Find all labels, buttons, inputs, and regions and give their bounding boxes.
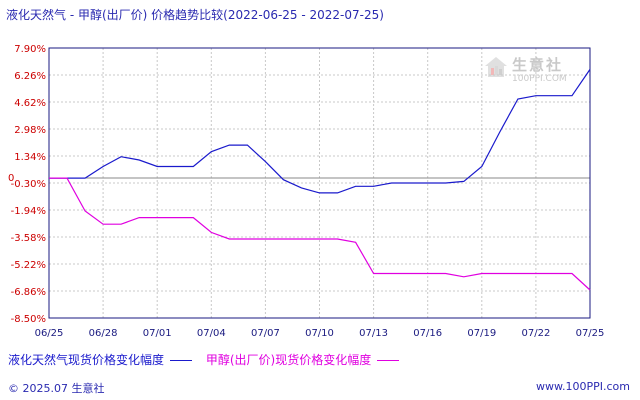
watermark-domain: 100PPI.COM [512,74,567,84]
x-tick-label: 07/10 [305,328,334,339]
x-tick-label: 07/16 [413,328,442,339]
y-tick-label: 1.34% [14,152,46,163]
chart-title-text: 液化天然气 - 甲醇(出厂价) 价格趋势比较 [6,8,224,22]
footer-copyright: © 2025.07 生意社 [8,382,105,395]
x-tick-label: 07/22 [521,328,550,339]
x-tick-label: 07/04 [197,328,226,339]
watermark-brand: 生意社 [512,56,564,74]
y-tick-label: 4.62% [14,98,46,109]
watermark-logo: 生意社 100PPI.COM [482,54,602,90]
chart-date-range: (2022-06-25 - 2022-07-25) [223,8,384,22]
legend-swatch-methanol [377,360,400,361]
legend-item-lng: 液化天然气现货价格变化幅度 [8,351,193,368]
y-tick-label: 7.90% [14,44,46,55]
x-tick-label: 07/25 [576,328,605,339]
footer-url: www.100PPI.com [536,380,630,393]
series-line-lng [49,69,591,194]
x-tick-label: 07/01 [143,328,172,339]
y-tick-label: -6.86% [11,287,46,298]
legend-label-lng: 液化天然气现货价格变化幅度 [8,353,165,367]
series-line-methanol [49,177,591,291]
x-tick-label: 07/19 [467,328,496,339]
x-tick-label: 06/28 [89,328,118,339]
plot-frame [48,47,591,319]
chart-title: 液化天然气 - 甲醇(出厂价) 价格趋势比较(2022-06-25 - 2022… [6,6,384,23]
legend-label-methanol: 甲醇(出厂价)现货价格变化幅度 [205,353,372,367]
chart-legend: 液化天然气现货价格变化幅度 甲醇(出厂价)现货价格变化幅度 [8,351,409,368]
x-tick-label: 06/25 [35,328,64,339]
x-tick-label: 07/07 [251,328,280,339]
x-tick-label: 07/13 [359,328,388,339]
y-tick-label: 2.98% [14,125,46,136]
zero-label: 0 [8,173,14,184]
legend-item-methanol: 甲醇(出厂价)现货价格变化幅度 [205,351,400,368]
legend-swatch-lng [170,360,193,361]
house-icon [485,57,507,77]
y-tick-label: -8.50% [11,314,46,325]
y-tick-label: -5.22% [11,260,46,271]
y-tick-label: -1.94% [11,206,46,217]
y-tick-label: -0.30% [11,179,46,190]
y-tick-label: 6.26% [14,71,46,82]
y-tick-label: -3.58% [11,233,46,244]
